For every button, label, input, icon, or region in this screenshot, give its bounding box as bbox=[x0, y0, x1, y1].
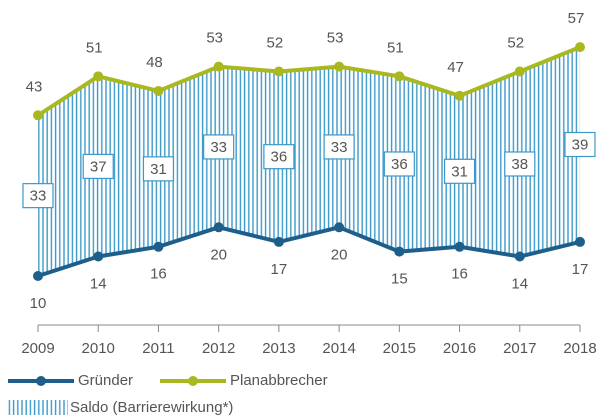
data-label: 14 bbox=[90, 275, 107, 292]
data-label: 16 bbox=[451, 266, 468, 283]
line bbox=[37, 225, 581, 278]
data-label: 51 bbox=[387, 39, 404, 56]
saldo-label: 39 bbox=[572, 136, 589, 153]
point bbox=[454, 241, 465, 252]
legend-hatch bbox=[6, 400, 68, 415]
data-label: 17 bbox=[572, 261, 589, 278]
saldo-label: 31 bbox=[451, 163, 468, 180]
legend-marker bbox=[36, 376, 46, 386]
point bbox=[394, 71, 405, 82]
x-tick-label: 2012 bbox=[202, 340, 235, 357]
data-label: 16 bbox=[150, 266, 167, 283]
saldo-box bbox=[383, 151, 415, 177]
saldo-box bbox=[443, 158, 476, 184]
data-label: 14 bbox=[511, 275, 528, 292]
saldo-label: 33 bbox=[30, 188, 47, 205]
data-label: 43 bbox=[26, 78, 43, 95]
data-label: 52 bbox=[507, 34, 524, 51]
x-tick-label: 2013 bbox=[262, 340, 295, 357]
point bbox=[153, 85, 164, 96]
legend-label: Saldo (Barrierewirkung*) bbox=[70, 399, 233, 416]
point bbox=[394, 246, 405, 257]
saldo-label: 33 bbox=[210, 139, 227, 156]
point bbox=[93, 251, 104, 262]
saldo-label: 36 bbox=[391, 156, 408, 173]
data-label: 51 bbox=[86, 39, 103, 56]
saldo-label: 33 bbox=[331, 139, 348, 156]
saldo-box bbox=[564, 131, 596, 158]
point bbox=[514, 66, 525, 77]
point bbox=[213, 61, 224, 72]
legend-marker bbox=[188, 376, 198, 386]
data-label: 53 bbox=[327, 30, 344, 47]
data-label: 17 bbox=[271, 261, 288, 278]
data-label: 48 bbox=[146, 54, 163, 71]
saldo-area bbox=[38, 47, 580, 276]
data-label: 20 bbox=[210, 246, 227, 263]
data-label: 20 bbox=[331, 246, 348, 263]
saldo-box bbox=[323, 134, 355, 160]
point bbox=[93, 71, 104, 82]
x-tick-label: 2010 bbox=[82, 340, 115, 357]
point bbox=[334, 222, 345, 233]
data-label: 15 bbox=[391, 271, 408, 288]
saldo-label: 38 bbox=[511, 156, 528, 173]
line bbox=[36, 45, 581, 117]
point bbox=[273, 236, 284, 247]
point bbox=[514, 251, 525, 262]
point bbox=[33, 271, 43, 281]
x-tick-label: 2014 bbox=[322, 340, 355, 357]
saldo-label: 36 bbox=[271, 149, 288, 166]
saldo-label: 37 bbox=[90, 158, 107, 175]
data-label: 47 bbox=[447, 59, 464, 76]
saldo-box bbox=[504, 151, 536, 177]
point bbox=[273, 66, 284, 77]
x-tick-label: 2015 bbox=[383, 340, 416, 357]
point bbox=[454, 90, 465, 101]
x-tick-label: 2009 bbox=[21, 340, 54, 357]
saldo-box bbox=[142, 156, 175, 182]
saldo-box bbox=[82, 153, 114, 180]
data-label: 57 bbox=[568, 10, 585, 27]
legend-label: Planabbrecher bbox=[230, 372, 328, 389]
point bbox=[334, 61, 345, 72]
legend-label: Gründer bbox=[78, 372, 133, 389]
point bbox=[575, 236, 585, 247]
saldo-box bbox=[203, 134, 235, 160]
data-label: 52 bbox=[267, 34, 284, 51]
saldo-box bbox=[22, 183, 54, 209]
point bbox=[153, 241, 164, 252]
x-tick-label: 2017 bbox=[503, 340, 536, 357]
point bbox=[575, 42, 585, 53]
point bbox=[213, 222, 224, 233]
data-label: 10 bbox=[30, 295, 47, 312]
x-tick-label: 2016 bbox=[443, 340, 476, 357]
data-label: 53 bbox=[206, 30, 223, 47]
saldo-box bbox=[263, 144, 295, 170]
x-tick-label: 2018 bbox=[563, 340, 596, 357]
saldo-label: 31 bbox=[150, 161, 167, 178]
point bbox=[33, 110, 43, 121]
x-tick-label: 2011 bbox=[142, 340, 174, 357]
